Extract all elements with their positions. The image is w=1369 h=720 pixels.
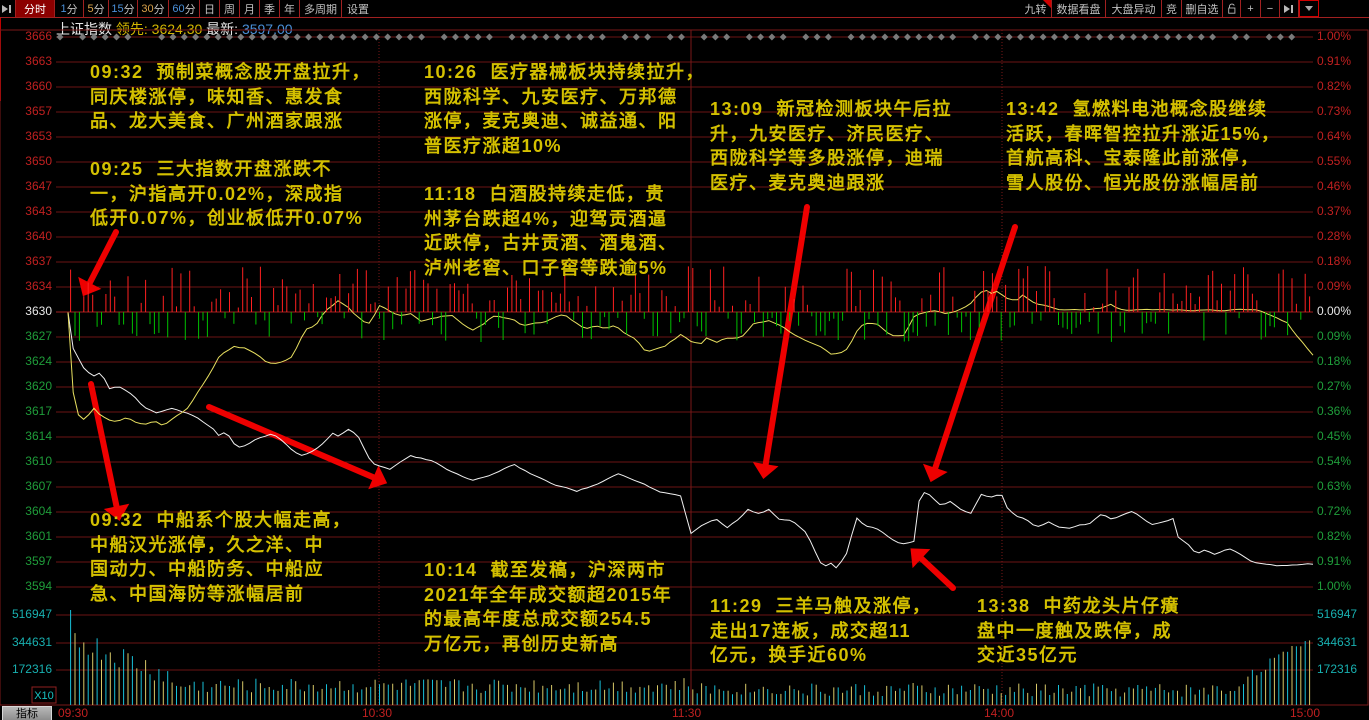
svg-text:X10: X10 [34,690,54,702]
